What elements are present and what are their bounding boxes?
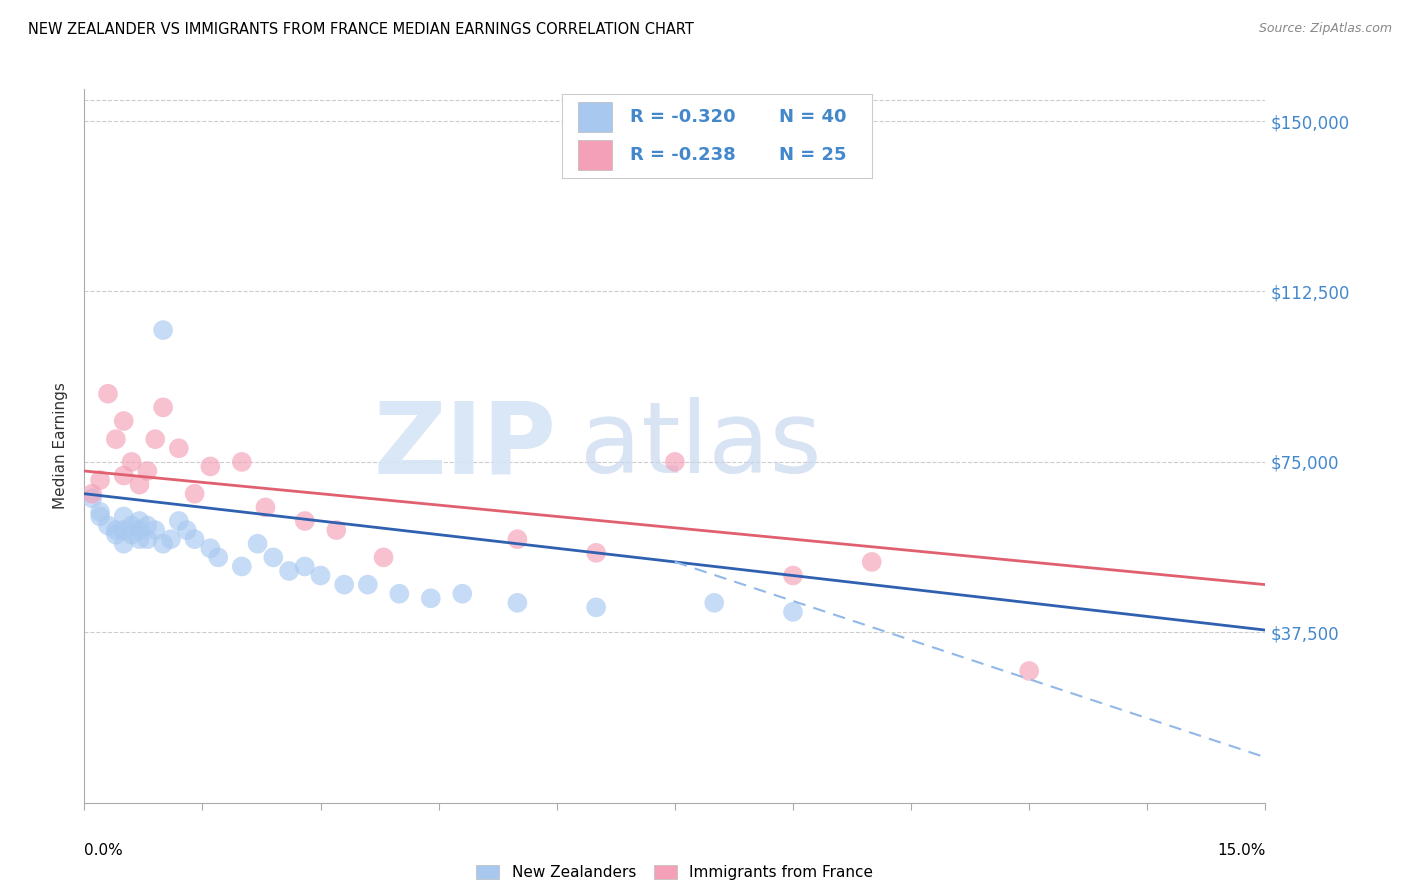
Point xyxy=(262,550,284,565)
Point xyxy=(136,518,159,533)
Point xyxy=(112,509,135,524)
Point xyxy=(585,546,607,560)
Point xyxy=(200,541,222,556)
Point xyxy=(388,587,411,601)
Point xyxy=(82,487,104,501)
Point xyxy=(373,550,395,565)
Point xyxy=(419,591,441,606)
Point xyxy=(152,323,174,337)
Point xyxy=(152,401,174,415)
Point xyxy=(782,568,804,582)
Point xyxy=(89,473,111,487)
FancyBboxPatch shape xyxy=(578,140,612,169)
Y-axis label: Median Earnings: Median Earnings xyxy=(53,383,69,509)
Point xyxy=(143,523,166,537)
Text: N = 25: N = 25 xyxy=(779,146,846,164)
Point xyxy=(112,523,135,537)
Point xyxy=(506,532,529,546)
Point xyxy=(1018,664,1040,678)
Point xyxy=(128,532,150,546)
Point xyxy=(246,537,269,551)
Point xyxy=(112,537,135,551)
Point xyxy=(136,464,159,478)
Point xyxy=(136,532,159,546)
Point xyxy=(664,455,686,469)
Point xyxy=(97,386,120,401)
Text: R = -0.238: R = -0.238 xyxy=(630,146,737,164)
Point xyxy=(104,527,127,541)
Text: R = -0.320: R = -0.320 xyxy=(630,108,737,126)
Point xyxy=(278,564,301,578)
Point xyxy=(782,605,804,619)
Point xyxy=(112,468,135,483)
Text: NEW ZEALANDER VS IMMIGRANTS FROM FRANCE MEDIAN EARNINGS CORRELATION CHART: NEW ZEALANDER VS IMMIGRANTS FROM FRANCE … xyxy=(28,22,695,37)
Text: atlas: atlas xyxy=(581,398,823,494)
Point xyxy=(325,523,347,537)
Point xyxy=(585,600,607,615)
Point xyxy=(167,442,190,456)
Point xyxy=(231,559,253,574)
Point xyxy=(451,587,474,601)
Point xyxy=(89,509,111,524)
Point xyxy=(294,559,316,574)
Point xyxy=(333,577,356,591)
Point xyxy=(357,577,380,591)
Point xyxy=(506,596,529,610)
Point xyxy=(89,505,111,519)
Point xyxy=(152,537,174,551)
Point xyxy=(128,523,150,537)
Point xyxy=(121,518,143,533)
Point xyxy=(104,432,127,446)
Point xyxy=(309,568,332,582)
Text: 0.0%: 0.0% xyxy=(84,843,124,858)
Point xyxy=(112,414,135,428)
Point xyxy=(200,459,222,474)
Point xyxy=(183,487,205,501)
Point xyxy=(167,514,190,528)
Point xyxy=(121,455,143,469)
Point xyxy=(160,532,183,546)
Point xyxy=(183,532,205,546)
Point xyxy=(231,455,253,469)
Point xyxy=(97,518,120,533)
Point xyxy=(703,596,725,610)
Point xyxy=(121,527,143,541)
Point xyxy=(294,514,316,528)
Point xyxy=(860,555,883,569)
FancyBboxPatch shape xyxy=(578,103,612,132)
Text: Source: ZipAtlas.com: Source: ZipAtlas.com xyxy=(1258,22,1392,36)
Point xyxy=(176,523,198,537)
Point xyxy=(128,514,150,528)
Point xyxy=(82,491,104,506)
Point xyxy=(143,432,166,446)
Text: N = 40: N = 40 xyxy=(779,108,846,126)
Point xyxy=(104,523,127,537)
Point xyxy=(207,550,229,565)
Point xyxy=(128,477,150,491)
Text: ZIP: ZIP xyxy=(374,398,557,494)
Point xyxy=(254,500,277,515)
Text: 15.0%: 15.0% xyxy=(1218,843,1265,858)
Legend: New Zealanders, Immigrants from France: New Zealanders, Immigrants from France xyxy=(468,857,882,888)
